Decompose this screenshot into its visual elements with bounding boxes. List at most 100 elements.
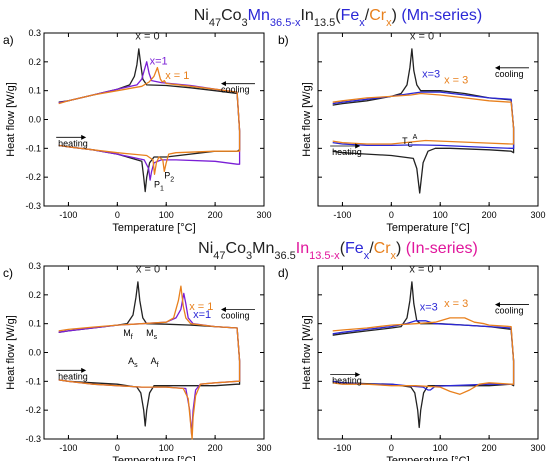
y-tick-label: -0.1 <box>25 376 41 386</box>
title-part: x <box>391 250 397 262</box>
x-tick-label: 300 <box>530 210 545 220</box>
annotation: P1 <box>154 179 164 192</box>
x-tick-label: 100 <box>433 210 448 220</box>
annotation: x = 0 <box>410 30 434 42</box>
annotation: x=3 <box>420 302 438 314</box>
x-tick-label: 300 <box>256 443 271 453</box>
title-part: Mn <box>248 7 270 24</box>
x-tick-label: 300 <box>530 443 545 453</box>
annotation-text: M <box>123 328 131 338</box>
series-curve <box>58 285 241 440</box>
title-part: / <box>369 240 374 257</box>
series-curve <box>332 317 515 395</box>
x-tick-label: 100 <box>433 443 448 453</box>
x-tick-label: 0 <box>389 443 394 453</box>
panel-label: a) <box>3 33 14 47</box>
title-part: ( <box>335 7 341 24</box>
annotation-heating: heating <box>332 376 362 386</box>
title-part: In <box>300 7 313 24</box>
x-tick-label: -100 <box>59 443 77 453</box>
annotation-text: x=1 <box>150 56 168 68</box>
annotation: x = 3 <box>444 298 468 310</box>
annotation: x=3 <box>422 69 440 81</box>
y-tick-label: -0.3 <box>25 434 41 444</box>
title-part: (In-series) <box>401 240 477 257</box>
title-part: x <box>386 17 392 29</box>
x-tick-label: 300 <box>256 210 271 220</box>
arrow-head <box>81 134 87 140</box>
series-curve <box>58 66 241 175</box>
annotation-sub: f <box>157 362 159 369</box>
x-tick-label: 100 <box>159 210 174 220</box>
title-part: 36.5-x <box>270 17 301 29</box>
title-part: Cr <box>369 7 387 24</box>
annotation-text: x=3 <box>420 302 438 314</box>
x-tick-label: 0 <box>115 443 120 453</box>
x-axis-label: Temperature [°C] <box>386 455 469 461</box>
annotation-heating: heating <box>332 147 362 157</box>
annotation-text: x = 3 <box>444 74 468 86</box>
arrow-head <box>220 306 226 312</box>
title-part: ( <box>340 240 346 257</box>
title-part: Co <box>221 7 242 24</box>
annotation: Af <box>151 356 159 369</box>
title-part: ) <box>396 240 401 257</box>
x-tick-label: 0 <box>115 210 120 220</box>
x-tick-label: 200 <box>482 443 497 453</box>
title-part: x <box>359 17 365 29</box>
annotation: x = 0 <box>135 30 159 42</box>
y-tick-label: 0.3 <box>28 261 41 271</box>
y-tick-label: -0.1 <box>25 143 41 153</box>
series-curve <box>332 92 515 145</box>
y-tick-label: -0.3 <box>25 201 41 211</box>
annotation: Mf <box>123 328 133 341</box>
panel-label: d) <box>278 266 289 280</box>
x-tick-label: -100 <box>333 443 351 453</box>
x-tick-label: 100 <box>159 443 174 453</box>
x-tick-label: -100 <box>333 210 351 220</box>
plot-frame <box>317 32 539 207</box>
arrow-head <box>81 367 87 373</box>
panel-label: c) <box>3 266 13 280</box>
title-part: 13.5 <box>314 17 335 29</box>
y-tick-label: 0.3 <box>28 28 41 38</box>
title-part: 47 <box>209 17 221 29</box>
title-part: Co <box>226 240 247 257</box>
arrow-head <box>355 372 361 378</box>
x-tick-label: 0 <box>389 210 394 220</box>
x-tick-label: 200 <box>208 210 223 220</box>
panel-b: -100 0 100 200 300 Temperature [°C] Heat flow … <box>278 30 546 234</box>
annotation-sub: 2 <box>170 177 174 184</box>
annotation-sub: s <box>154 334 158 341</box>
y-tick-label: -0.2 <box>25 172 41 182</box>
annotation-sub: 1 <box>160 185 164 192</box>
x-axis-label: Temperature [°C] <box>386 222 469 234</box>
arrow-head <box>355 143 361 149</box>
title-in-series: Ni47Co3Mn36.5In13.5-x(Fex/Crx) (In-serie… <box>198 240 478 262</box>
annotation-text: x = 0 <box>136 263 160 275</box>
annotation: P2 <box>164 171 174 184</box>
title-part: / <box>365 7 370 24</box>
annotation-cooling: cooling <box>495 306 524 316</box>
annotation: x = 1 <box>189 301 213 313</box>
annotation-sup: A <box>413 134 418 141</box>
annotation-heating: heating <box>58 371 88 381</box>
panels: -100 0 100 200 300-0.3-0.2-0.10.00.10.20.3Te… <box>3 28 546 461</box>
title-part: Ni <box>198 240 213 257</box>
title-part: Ni <box>194 7 209 24</box>
title-part: (Mn-series) <box>397 7 482 24</box>
annotation-sub: f <box>131 334 133 341</box>
arrow-head <box>494 302 500 308</box>
annotation-text: x = 0 <box>409 263 433 275</box>
annotation-heating: heating <box>58 138 88 148</box>
annotation-text: P <box>164 171 170 181</box>
x-tick-label: 200 <box>482 210 497 220</box>
title-part: 36.5 <box>274 250 295 262</box>
annotation-text: P <box>154 179 160 189</box>
annotation: x=1 <box>150 56 168 68</box>
title-part: ) <box>392 7 397 24</box>
y-tick-label: 0.2 <box>28 290 41 300</box>
y-axis-label: Heat flow [W/g] <box>5 82 17 157</box>
y-tick-label: -0.2 <box>25 405 41 415</box>
annotation-sub: s <box>134 362 138 369</box>
